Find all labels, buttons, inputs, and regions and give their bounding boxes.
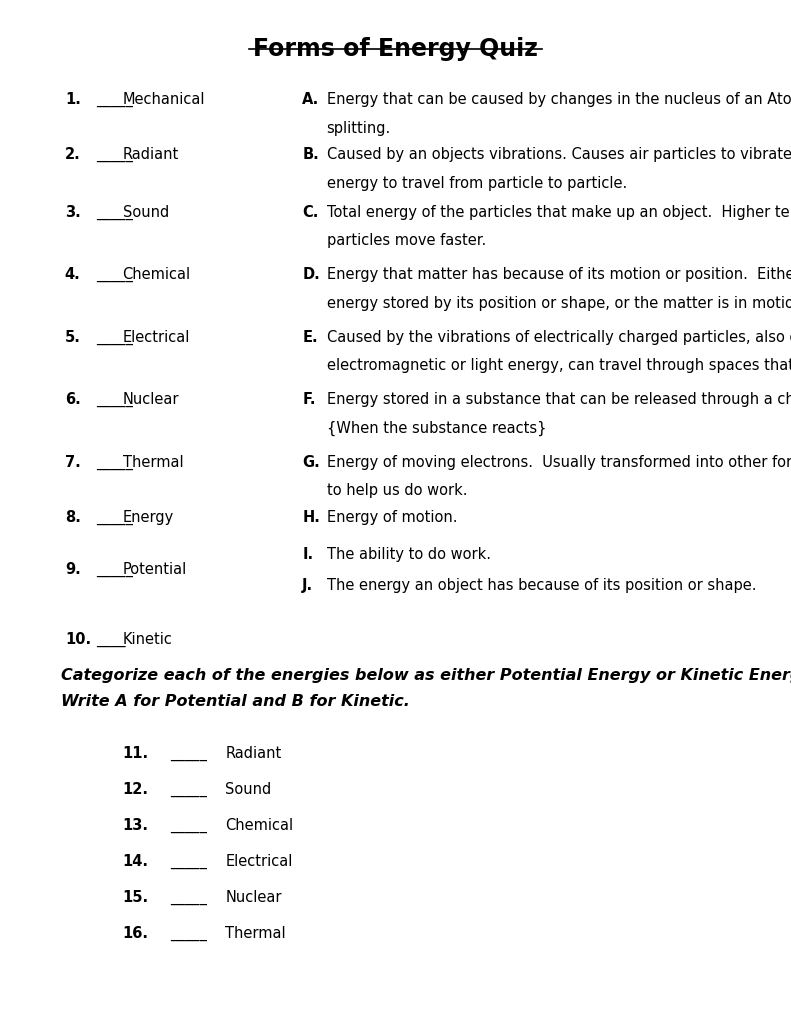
Text: _____: _____ <box>97 392 134 408</box>
Text: The energy an object has because of its position or shape.: The energy an object has because of its … <box>327 578 756 593</box>
Text: Sound: Sound <box>123 205 168 220</box>
Text: _____: _____ <box>97 455 134 470</box>
Text: J.: J. <box>302 578 313 593</box>
Text: to help us do work.: to help us do work. <box>327 483 467 499</box>
Text: D.: D. <box>302 267 320 283</box>
Text: _____: _____ <box>97 510 134 525</box>
Text: 8.: 8. <box>65 510 81 525</box>
Text: 9.: 9. <box>65 562 81 578</box>
Text: 14.: 14. <box>123 854 149 869</box>
Text: E.: E. <box>302 330 318 345</box>
Text: Electrical: Electrical <box>123 330 190 345</box>
Text: 12.: 12. <box>123 782 149 798</box>
Text: 13.: 13. <box>123 818 149 834</box>
Text: Chemical: Chemical <box>123 267 191 283</box>
Text: _____: _____ <box>170 782 207 798</box>
Text: Categorize each of the energies below as either Potential Energy or Kinetic Ener: Categorize each of the energies below as… <box>61 668 791 683</box>
Text: _____: _____ <box>97 330 134 345</box>
Text: Nuclear: Nuclear <box>123 392 179 408</box>
Text: Potential: Potential <box>123 562 187 578</box>
Text: Thermal: Thermal <box>225 926 286 941</box>
Text: Electrical: Electrical <box>225 854 293 869</box>
Text: 16.: 16. <box>123 926 149 941</box>
Text: Write A for Potential and B for Kinetic.: Write A for Potential and B for Kinetic. <box>61 694 410 710</box>
Text: 7.: 7. <box>65 455 81 470</box>
Text: _____: _____ <box>170 818 207 834</box>
Text: Caused by an objects vibrations. Causes air particles to vibrate allowing: Caused by an objects vibrations. Causes … <box>327 147 791 163</box>
Text: 6.: 6. <box>65 392 81 408</box>
Text: _____: _____ <box>170 854 207 869</box>
Text: Energy of motion.: Energy of motion. <box>327 510 457 525</box>
Text: I.: I. <box>302 547 313 562</box>
Text: B.: B. <box>302 147 319 163</box>
Text: Forms of Energy Quiz: Forms of Energy Quiz <box>253 37 538 60</box>
Text: 3.: 3. <box>65 205 81 220</box>
Text: Total energy of the particles that make up an object.  Higher temperature,: Total energy of the particles that make … <box>327 205 791 220</box>
Text: _____: _____ <box>97 147 134 163</box>
Text: Chemical: Chemical <box>225 818 293 834</box>
Text: 1.: 1. <box>65 92 81 108</box>
Text: Radiant: Radiant <box>123 147 179 163</box>
Text: A.: A. <box>302 92 320 108</box>
Text: 10.: 10. <box>65 632 91 647</box>
Text: energy to travel from particle to particle.: energy to travel from particle to partic… <box>327 176 627 191</box>
Text: Sound: Sound <box>225 782 271 798</box>
Text: ____: ____ <box>97 632 126 647</box>
Text: H.: H. <box>302 510 320 525</box>
Text: energy stored by its position or shape, or the matter is in motion.: energy stored by its position or shape, … <box>327 296 791 311</box>
Text: Nuclear: Nuclear <box>225 890 282 905</box>
Text: electromagnetic or light energy, can travel through spaces that are absent matte: electromagnetic or light energy, can tra… <box>327 358 791 374</box>
Text: {When the substance reacts}: {When the substance reacts} <box>327 421 546 436</box>
Text: _____: _____ <box>97 562 134 578</box>
Text: 15.: 15. <box>123 890 149 905</box>
Text: _____: _____ <box>170 926 207 941</box>
Text: F.: F. <box>302 392 316 408</box>
Text: 2.: 2. <box>65 147 81 163</box>
Text: Caused by the vibrations of electrically charged particles, also called: Caused by the vibrations of electrically… <box>327 330 791 345</box>
Text: Thermal: Thermal <box>123 455 184 470</box>
Text: Energy of moving electrons.  Usually transformed into other forms of energy: Energy of moving electrons. Usually tran… <box>327 455 791 470</box>
Text: 5.: 5. <box>65 330 81 345</box>
Text: Mechanical: Mechanical <box>123 92 205 108</box>
Text: _____: _____ <box>170 890 207 905</box>
Text: Energy stored in a substance that can be released through a chemical change.: Energy stored in a substance that can be… <box>327 392 791 408</box>
Text: Energy: Energy <box>123 510 174 525</box>
Text: G.: G. <box>302 455 320 470</box>
Text: Energy that can be caused by changes in the nucleus of an Atom, joining or: Energy that can be caused by changes in … <box>327 92 791 108</box>
Text: Energy that matter has because of its motion or position.  Either the matter has: Energy that matter has because of its mo… <box>327 267 791 283</box>
Text: C.: C. <box>302 205 319 220</box>
Text: particles move faster.: particles move faster. <box>327 233 486 249</box>
Text: The ability to do work.: The ability to do work. <box>327 547 490 562</box>
Text: _____: _____ <box>170 746 207 762</box>
Text: 4.: 4. <box>65 267 81 283</box>
Text: 11.: 11. <box>123 746 149 762</box>
Text: Kinetic: Kinetic <box>123 632 172 647</box>
Text: Radiant: Radiant <box>225 746 282 762</box>
Text: _____: _____ <box>97 205 134 220</box>
Text: _____: _____ <box>97 92 134 108</box>
Text: splitting.: splitting. <box>327 121 391 136</box>
Text: _____: _____ <box>97 267 134 283</box>
